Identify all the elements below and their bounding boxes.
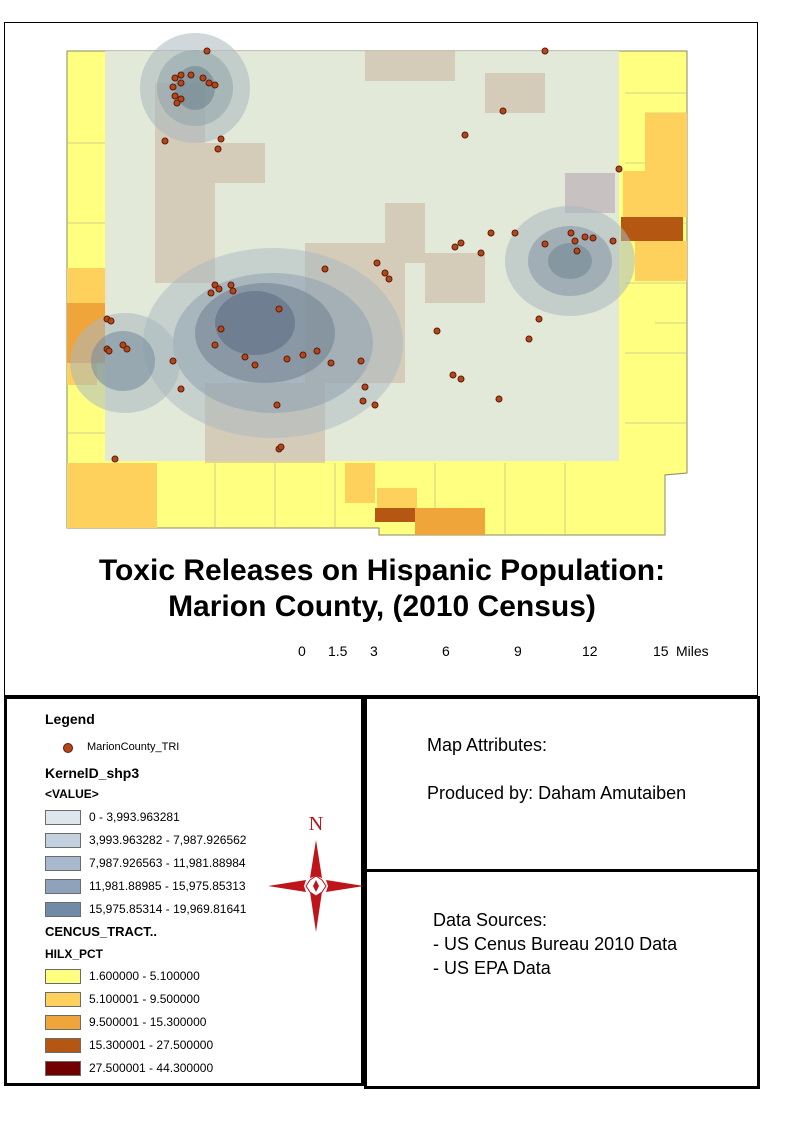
- map-title-line1: Toxic Releases on Hispanic Population:: [98, 554, 666, 587]
- legend-label: MarionCounty_TRI: [87, 741, 180, 753]
- legend-label: 27.500001 - 44.300000: [89, 1061, 214, 1075]
- tract-light-orange: [345, 463, 375, 503]
- tract-light-orange: [67, 463, 157, 528]
- scale-label-6: 6: [442, 643, 450, 659]
- sources-panel: Data Sources: - US Cenus Bureau 2010 Dat…: [364, 869, 760, 1089]
- legend-label: 7,987.926563 - 11,981.88984: [89, 856, 246, 870]
- scale-label-9: 9: [514, 643, 522, 659]
- tract-swatch: [45, 969, 81, 984]
- tract-swatch: [45, 1061, 81, 1076]
- legend-label: 15.300001 - 27.500000: [89, 1038, 214, 1052]
- scale-label-0: 0: [298, 643, 306, 659]
- kernel-field-title: <VALUE>: [45, 787, 99, 801]
- kernel-swatch: [45, 833, 81, 848]
- tract-light-orange: [377, 488, 417, 508]
- tri-point-symbol: [63, 743, 73, 753]
- north-arrow-icon: N: [268, 813, 364, 932]
- tract-light-orange: [415, 508, 485, 535]
- county-map[interactable]: [5, 23, 757, 543]
- sources-heading: Data Sources:: [433, 910, 548, 930]
- kernel-swatch: [45, 902, 81, 917]
- legend-label: 0 - 3,993.963281: [89, 810, 180, 824]
- kernel-swatch: [45, 856, 81, 871]
- tract-light-orange: [623, 171, 687, 217]
- scale-label-1.5: 1.5: [328, 643, 348, 659]
- produced-by-text: Produced by: Daham Amutaiben: [427, 783, 687, 803]
- attributes-heading: Map Attributes:: [427, 735, 548, 755]
- tract-brown: [621, 217, 683, 241]
- source-item: - US EPA Data: [433, 958, 551, 978]
- tract-brown: [375, 508, 415, 522]
- tract-light-orange: [645, 113, 687, 171]
- map-title-line2: Marion County, (2010 Census): [168, 590, 596, 623]
- scale-unit: Miles: [676, 643, 709, 659]
- kernel-hotspots: [70, 33, 635, 438]
- tract-field-title: HILX_PCT: [45, 947, 104, 961]
- tract-swatch: [45, 1015, 81, 1030]
- scale-label-3: 3: [370, 643, 378, 659]
- scale-label-12: 12: [582, 643, 598, 659]
- kernel-swatch: [45, 810, 81, 825]
- tract-swatch: [45, 992, 81, 1007]
- tract-light-orange: [67, 268, 107, 303]
- map-frame: Toxic Releases on Hispanic Population: M…: [4, 22, 758, 696]
- attributes-panel: Map Attributes: Produced by: Daham Amuta…: [364, 696, 760, 872]
- tract-light-orange: [635, 241, 687, 281]
- tri-points[interactable]: [103, 47, 623, 463]
- kernel-layer-title: KernelD_shp3: [45, 765, 140, 781]
- legend-label: 9.500001 - 15.300000: [89, 1015, 207, 1029]
- legend-label: 11,981.88985 - 15,975.85313: [89, 879, 246, 893]
- tract-swatch: [45, 1038, 81, 1053]
- legend-title: Legend: [45, 711, 95, 727]
- source-item: - US Cenus Bureau 2010 Data: [433, 934, 678, 954]
- north-letter: N: [309, 813, 323, 835]
- scale-label-15: 15: [653, 643, 669, 659]
- legend-label: 1.600000 - 5.100000: [89, 969, 200, 983]
- kernel-swatch: [45, 879, 81, 894]
- legend-label: 15,975.85314 - 19,969.81641: [89, 902, 247, 916]
- tract-layer-title: CENCUS_TRACT..: [45, 924, 157, 939]
- legend-label: 5.100001 - 9.500000: [89, 992, 200, 1006]
- map-title: Toxic Releases on Hispanic Population: M…: [5, 553, 759, 625]
- legend-label: 3,993.963282 - 7,987.926562: [89, 833, 247, 847]
